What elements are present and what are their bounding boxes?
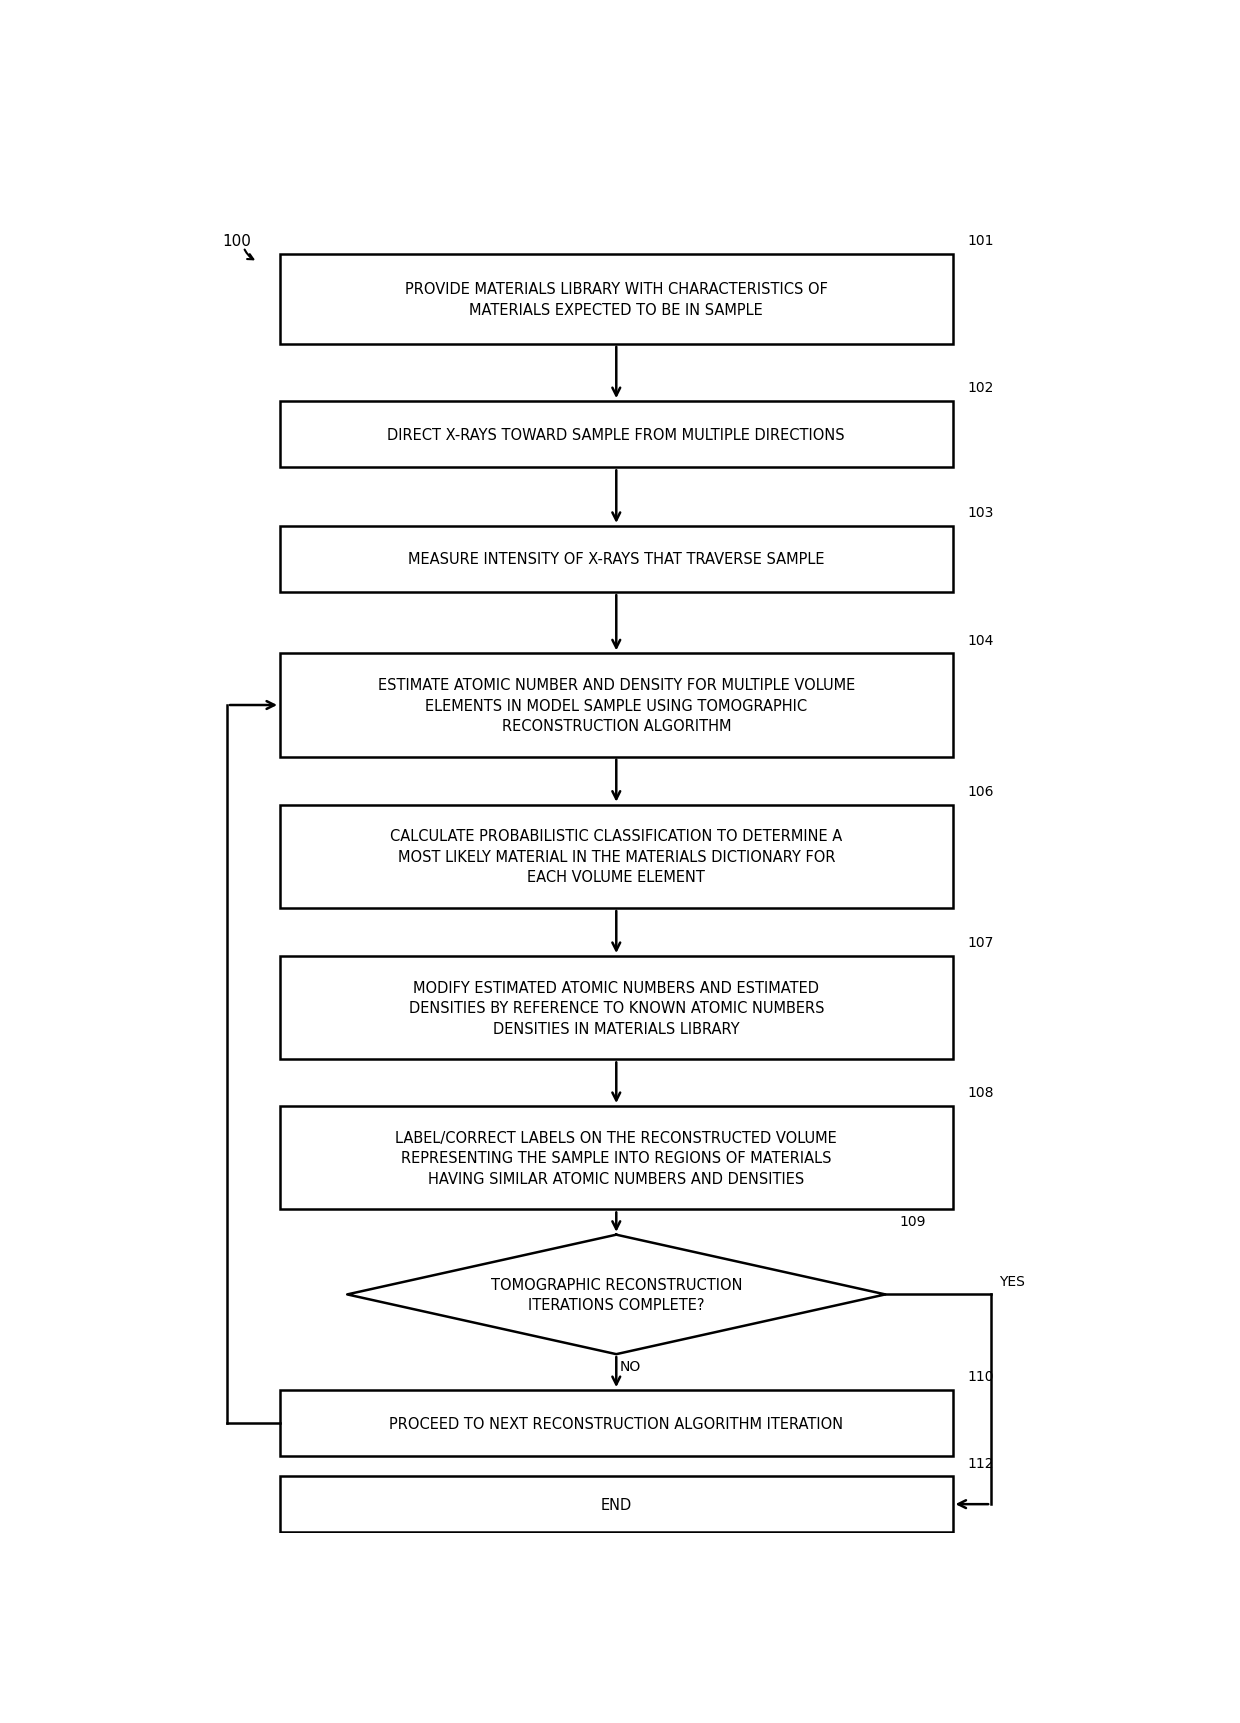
Text: ESTIMATE ATOMIC NUMBER AND DENSITY FOR MULTIPLE VOLUME
ELEMENTS IN MODEL SAMPLE : ESTIMATE ATOMIC NUMBER AND DENSITY FOR M… [378, 677, 854, 734]
Polygon shape [347, 1235, 885, 1354]
Text: 104: 104 [967, 634, 993, 648]
Text: 110: 110 [967, 1370, 993, 1384]
Text: 101: 101 [967, 234, 993, 248]
Bar [280, 956, 952, 1060]
Text: 109: 109 [900, 1215, 926, 1228]
Bar [280, 255, 952, 345]
Text: PROCEED TO NEXT RECONSTRUCTION ALGORITHM ITERATION: PROCEED TO NEXT RECONSTRUCTION ALGORITHM… [389, 1416, 843, 1430]
Text: DIRECT X-RAYS TOWARD SAMPLE FROM MULTIPLE DIRECTIONS: DIRECT X-RAYS TOWARD SAMPLE FROM MULTIPL… [387, 427, 846, 443]
Text: NO: NO [620, 1359, 641, 1373]
Text: 112: 112 [967, 1456, 993, 1470]
Text: END: END [600, 1497, 632, 1511]
Bar [280, 527, 952, 593]
Text: LABEL/CORRECT LABELS ON THE RECONSTRUCTED VOLUME
REPRESENTING THE SAMPLE INTO RE: LABEL/CORRECT LABELS ON THE RECONSTRUCTE… [396, 1130, 837, 1185]
Text: 100: 100 [222, 234, 252, 248]
Text: 107: 107 [967, 936, 993, 949]
Bar [280, 401, 952, 469]
Text: YES: YES [998, 1273, 1024, 1289]
Text: MEASURE INTENSITY OF X-RAYS THAT TRAVERSE SAMPLE: MEASURE INTENSITY OF X-RAYS THAT TRAVERS… [408, 551, 825, 567]
Text: TOMOGRAPHIC RECONSTRUCTION
ITERATIONS COMPLETE?: TOMOGRAPHIC RECONSTRUCTION ITERATIONS CO… [491, 1277, 742, 1313]
Bar [280, 1477, 952, 1532]
Text: 103: 103 [967, 507, 993, 520]
Bar [280, 1390, 952, 1456]
Text: CALCULATE PROBABILISTIC CLASSIFICATION TO DETERMINE A
MOST LIKELY MATERIAL IN TH: CALCULATE PROBABILISTIC CLASSIFICATION T… [391, 829, 842, 884]
Bar [280, 805, 952, 908]
Text: 102: 102 [967, 381, 993, 395]
Text: PROVIDE MATERIALS LIBRARY WITH CHARACTERISTICS OF
MATERIALS EXPECTED TO BE IN SA: PROVIDE MATERIALS LIBRARY WITH CHARACTER… [404, 283, 828, 317]
Text: MODIFY ESTIMATED ATOMIC NUMBERS AND ESTIMATED
DENSITIES BY REFERENCE TO KNOWN AT: MODIFY ESTIMATED ATOMIC NUMBERS AND ESTI… [408, 980, 825, 1036]
Text: 108: 108 [967, 1085, 993, 1099]
Bar [280, 1106, 952, 1210]
Bar [280, 653, 952, 758]
Text: 106: 106 [967, 784, 993, 798]
